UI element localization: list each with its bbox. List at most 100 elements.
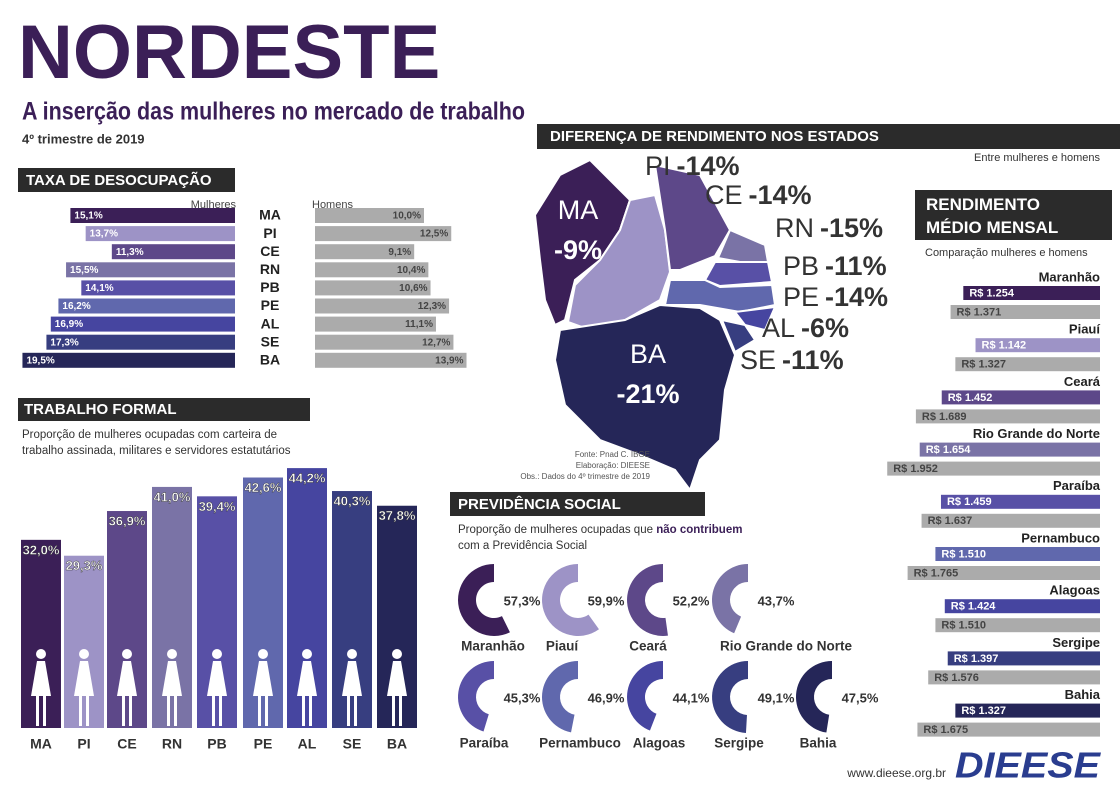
value-label: R$ 1.254 (969, 287, 1015, 299)
category-label: Alagoas (633, 736, 686, 751)
region-value: -14% (825, 282, 888, 312)
donut-arc (627, 661, 663, 731)
subtitle-part: Proporção de mulheres ocupadas que (458, 524, 656, 536)
category-label: SE (261, 333, 280, 349)
category-label: Pernambuco (1021, 530, 1100, 545)
section-title: TAXA DE DESOCUPAÇÃO (26, 171, 212, 189)
map-label: RN -15% (775, 213, 883, 243)
page-subtitle: A inserção das mulheres no mercado de tr… (22, 98, 525, 126)
map-region (553, 303, 737, 493)
icon (117, 661, 137, 726)
donut-arc (795, 661, 832, 733)
region-value: -14% (677, 151, 740, 181)
category-label: PB (207, 736, 226, 752)
icon (167, 649, 177, 659)
region-name: MA (558, 195, 599, 225)
bar (58, 298, 235, 314)
map-label: CE -14% (705, 180, 812, 210)
section-subtitle: Proporção de mulheres ocupadas que não c… (458, 524, 742, 536)
region-name: AL (762, 313, 795, 343)
bar (315, 226, 452, 242)
bar (50, 316, 235, 332)
category-label: Piauí (546, 639, 580, 654)
value-label: 41,0% (154, 489, 191, 504)
value-label: 16,9% (55, 319, 83, 330)
value-label: R$ 1.637 (928, 515, 973, 527)
value-label: R$ 1.510 (941, 548, 986, 560)
category-label: Paraíba (460, 736, 509, 751)
value-label: R$ 1.675 (923, 724, 968, 736)
category-label: PI (263, 225, 276, 241)
value-label: R$ 1.510 (941, 620, 986, 632)
icon (387, 661, 407, 726)
bar (66, 262, 235, 278)
region-name: SE (740, 345, 776, 375)
value-label: 29,3% (66, 558, 103, 573)
section-subtitle: Proporção de mulheres ocupadas com carte… (22, 429, 291, 457)
value-label: 11,3% (116, 247, 144, 258)
category-label: AL (261, 315, 280, 331)
category-label: Ceará (629, 639, 667, 654)
bar (111, 244, 235, 260)
map-region (653, 163, 732, 271)
value-label: 10,6% (399, 283, 427, 294)
source-note: Obs.: Dados do 4º trimestre de 2019 (520, 472, 650, 481)
donut-arc (711, 564, 748, 634)
region-value: -11% (825, 251, 887, 281)
category-label: PE (261, 297, 280, 313)
value-label: 45,3% (504, 690, 541, 705)
category-label: Paraíba (1053, 478, 1101, 493)
value-label: 15,1% (74, 211, 102, 222)
category-label: MA (30, 736, 52, 752)
value-label: R$ 1.397 (954, 653, 999, 665)
bar (70, 208, 235, 223)
value-label: R$ 1.142 (982, 340, 1027, 352)
section-subtitle: Entre mulheres e homens (974, 152, 1100, 164)
value-label: 46,9% (588, 690, 625, 705)
category-label: Maranhão (461, 639, 525, 654)
bar (944, 599, 1100, 614)
icon (297, 661, 317, 726)
value-label: R$ 1.424 (951, 601, 997, 613)
region-value: -9% (554, 235, 602, 265)
icon (36, 649, 46, 659)
source-note: Fonte: Pnad C. IBGE (575, 450, 650, 459)
value-label: 16,2% (62, 301, 90, 312)
map-label: SE -11% (740, 345, 844, 375)
value-label: 36,9% (109, 513, 146, 528)
category-label: Bahia (800, 736, 837, 751)
category-label: Rio Grande do Norte (973, 426, 1100, 441)
value-label: R$ 1.576 (934, 672, 979, 684)
bar (935, 547, 1100, 561)
bar (887, 461, 1100, 476)
category-label: Bahia (1065, 687, 1101, 702)
section-title: RENDIMENTO MÉDIO MENSAL (926, 195, 1059, 237)
donut-arc (542, 564, 599, 636)
section-bar (915, 190, 1112, 240)
bar (81, 280, 235, 296)
region-name: PB (783, 251, 819, 281)
region-name: BA (630, 339, 666, 369)
value-label: 15,5% (70, 265, 98, 276)
bar (950, 305, 1100, 319)
bar (947, 651, 1100, 666)
value-label: 12,3% (418, 301, 446, 312)
bar (907, 566, 1100, 580)
map-region (720, 318, 757, 354)
value-label: R$ 1.654 (926, 444, 972, 456)
value-label: 52,2% (673, 593, 710, 608)
region-name: RN (775, 213, 814, 243)
bar (315, 244, 415, 260)
donut-arc (712, 661, 748, 733)
icon (347, 649, 357, 659)
footer-url: www.dieese.org.br (846, 766, 946, 780)
value-label: 12,7% (422, 337, 450, 348)
category-label: CE (260, 243, 279, 259)
value-label: R$ 1.371 (957, 306, 1002, 318)
bar (46, 334, 236, 350)
category-label: Sergipe (1052, 635, 1100, 650)
bar (928, 670, 1100, 685)
bar (21, 539, 61, 728)
map-label: PI -14% (645, 151, 740, 181)
